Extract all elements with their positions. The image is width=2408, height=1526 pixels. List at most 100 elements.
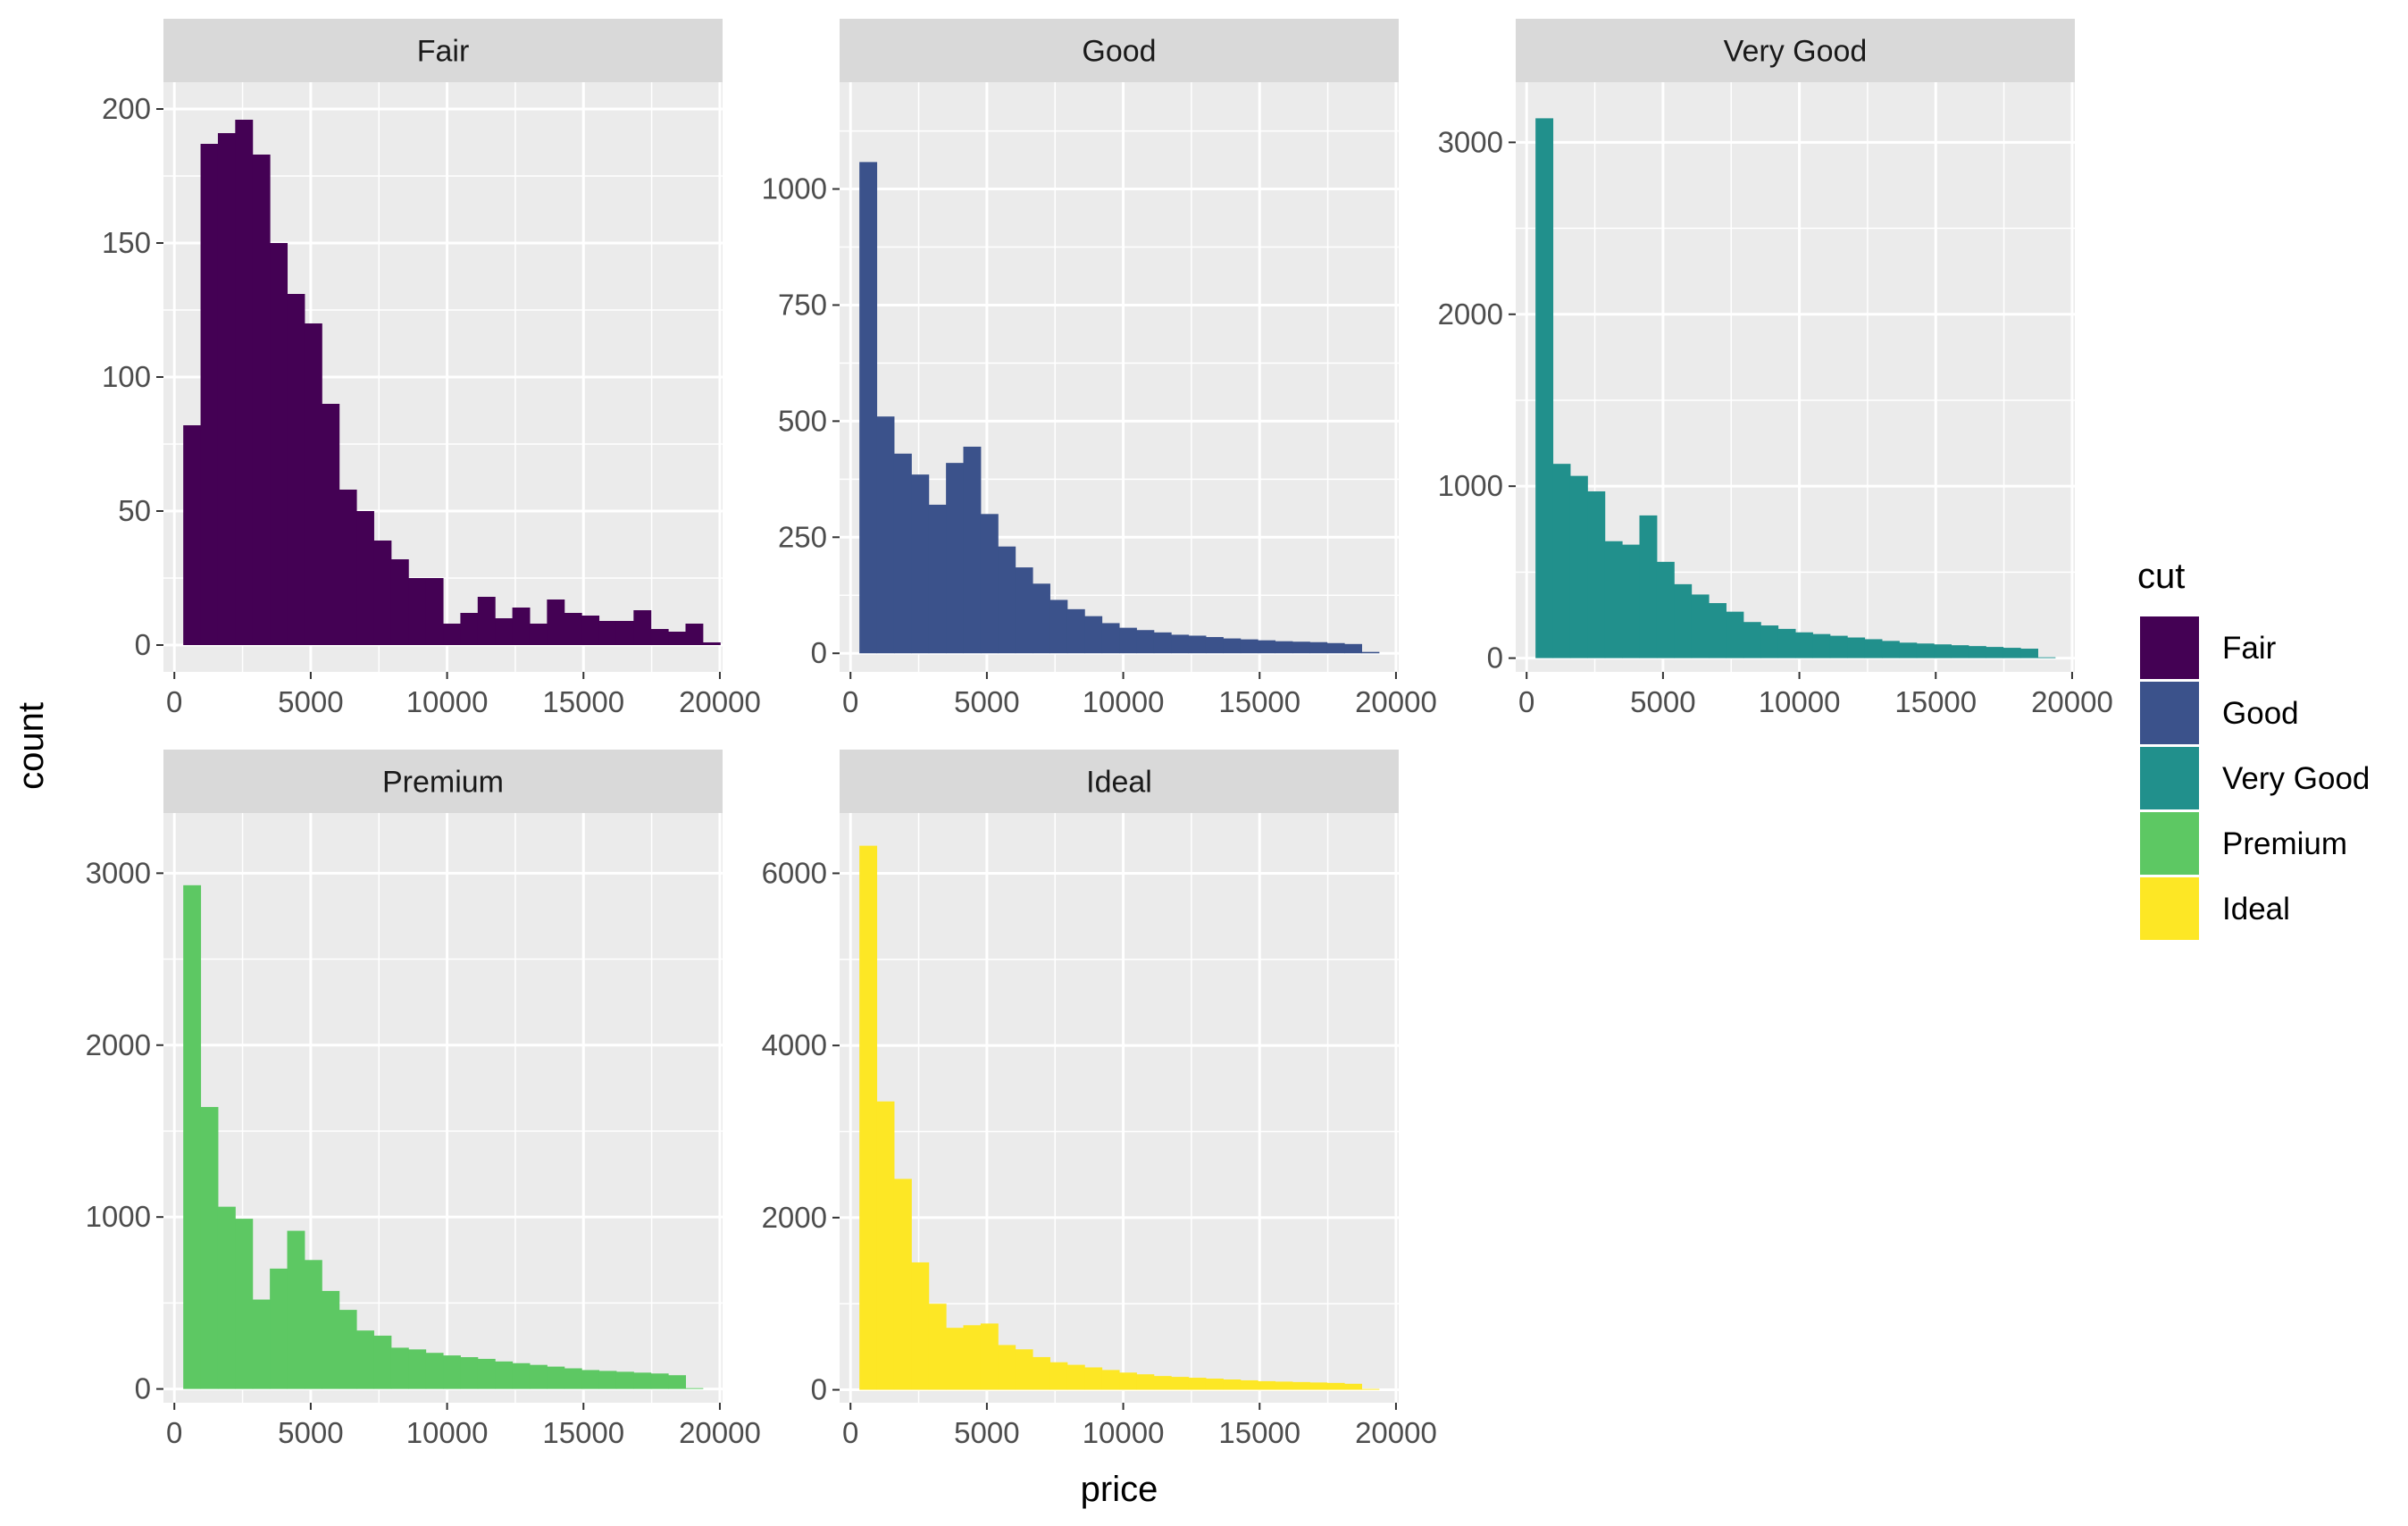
y-tick-label: 500 <box>778 404 827 437</box>
histogram-bar <box>911 1262 930 1390</box>
histogram-bar <box>252 155 271 645</box>
y-tick-label: 6000 <box>762 856 827 889</box>
x-tick-label: 10000 <box>406 685 489 718</box>
x-tick-label: 5000 <box>278 1416 343 1449</box>
histogram-bar <box>859 162 878 654</box>
x-tick-label: 10000 <box>406 1416 489 1449</box>
histogram-bar <box>547 600 565 645</box>
facet-panel-premium: Premium 0 5000 10000 15000 20000 0 1000 2000 3000 <box>86 750 761 1449</box>
histogram-bar <box>1275 641 1293 654</box>
histogram-bar <box>1847 637 1866 658</box>
histogram-bar <box>1760 625 1779 658</box>
x-tick-label: 15000 <box>542 1416 624 1449</box>
histogram-bar <box>252 1299 271 1389</box>
histogram-bar <box>1934 644 1952 658</box>
histogram-bar <box>876 1101 895 1390</box>
y-tick-label: 2000 <box>762 1201 827 1234</box>
histogram-bar <box>1639 515 1658 658</box>
histogram-bar <box>1622 544 1641 658</box>
histogram-bar <box>356 511 374 645</box>
histogram-bar <box>322 404 340 645</box>
histogram-bar <box>1812 633 1831 658</box>
histogram-bar <box>270 1268 288 1389</box>
histogram-bar <box>1084 616 1103 654</box>
facet-strip <box>163 750 723 813</box>
histogram-bar <box>1153 1376 1172 1390</box>
x-tick-label: 10000 <box>1083 685 1165 718</box>
histogram-bar <box>1726 611 1744 658</box>
x-tick-label: 20000 <box>2031 685 2113 718</box>
histogram-bar <box>1361 1388 1380 1390</box>
facet-title: Ideal <box>1086 766 1152 800</box>
histogram-bar <box>1188 1378 1207 1390</box>
histogram-bar <box>893 1178 912 1390</box>
histogram-bar <box>1777 628 1796 658</box>
histogram-bar <box>685 624 704 645</box>
histogram-bar <box>911 474 930 654</box>
legend-label: Fair <box>2222 631 2277 666</box>
histogram-bar <box>1101 1370 1120 1390</box>
histogram-bar <box>893 453 912 654</box>
histogram-bar <box>460 1357 479 1389</box>
x-tick-label: 10000 <box>1083 1416 1165 1449</box>
facet-strip <box>840 19 1399 82</box>
histogram-bar <box>235 120 254 645</box>
y-tick-label: 2000 <box>1438 298 1503 331</box>
histogram-bar <box>1309 641 1328 654</box>
x-tick-label: 20000 <box>679 1416 761 1449</box>
y-tick-label: 750 <box>778 288 827 321</box>
histogram-bar <box>1951 645 1969 658</box>
histogram-bar <box>946 1328 965 1390</box>
histogram-bar <box>477 1358 496 1389</box>
histogram-bar <box>633 1372 652 1389</box>
histogram-bar <box>1240 639 1258 654</box>
y-tick-label: 0 <box>811 636 827 669</box>
y-tick-label: 3000 <box>1438 125 1503 158</box>
x-tick-label: 15000 <box>1894 685 1977 718</box>
legend-key <box>2140 812 2199 875</box>
legend-title: cut <box>2137 557 2185 596</box>
facet-strip <box>840 750 1399 813</box>
histogram-bar <box>183 885 202 1389</box>
histogram-bar <box>876 416 895 654</box>
histogram-bar <box>339 1310 357 1389</box>
histogram-bar <box>304 1260 322 1389</box>
histogram-bar <box>928 504 947 654</box>
histogram-bar <box>1258 1380 1276 1390</box>
y-tick-label: 1000 <box>1438 469 1503 502</box>
histogram-bar <box>633 610 652 645</box>
histogram-bar <box>200 144 219 645</box>
histogram-bar <box>1552 464 1571 658</box>
x-tick-label: 5000 <box>278 685 343 718</box>
histogram-bar <box>443 624 461 645</box>
histogram-bar <box>980 1323 999 1390</box>
y-tick-label: 150 <box>102 226 151 259</box>
facet-panel-very-good: Very Good 0 5000 10000 15000 20000 0 1000 2000 30… <box>1438 19 2113 718</box>
histogram-bar <box>235 1219 254 1389</box>
histogram-bar <box>1205 637 1224 654</box>
histogram-bar <box>980 514 999 654</box>
histogram-bar <box>598 621 617 645</box>
histogram-bar <box>963 446 982 654</box>
histogram-bar <box>615 1371 634 1389</box>
histogram-bar <box>529 1364 548 1389</box>
facet-title: Fair <box>417 35 470 69</box>
facet-title: Very Good <box>1724 35 1868 69</box>
histogram-bar <box>1084 1367 1103 1390</box>
histogram-bar <box>963 1325 982 1390</box>
histogram-bar <box>529 624 548 645</box>
histogram-bar <box>1188 635 1207 654</box>
x-axis-title: price <box>1081 1470 1158 1509</box>
x-tick-label: 20000 <box>679 685 761 718</box>
histogram-bar <box>1361 651 1380 654</box>
y-tick-label: 50 <box>118 494 151 527</box>
histogram-bar <box>1292 641 1310 654</box>
histogram-bar <box>443 1355 461 1389</box>
y-tick-label: 0 <box>135 1372 151 1405</box>
histogram-bar <box>598 1371 617 1389</box>
histogram-bar <box>1136 1374 1155 1390</box>
y-tick-label: 250 <box>778 520 827 553</box>
histogram-bar <box>183 425 202 645</box>
